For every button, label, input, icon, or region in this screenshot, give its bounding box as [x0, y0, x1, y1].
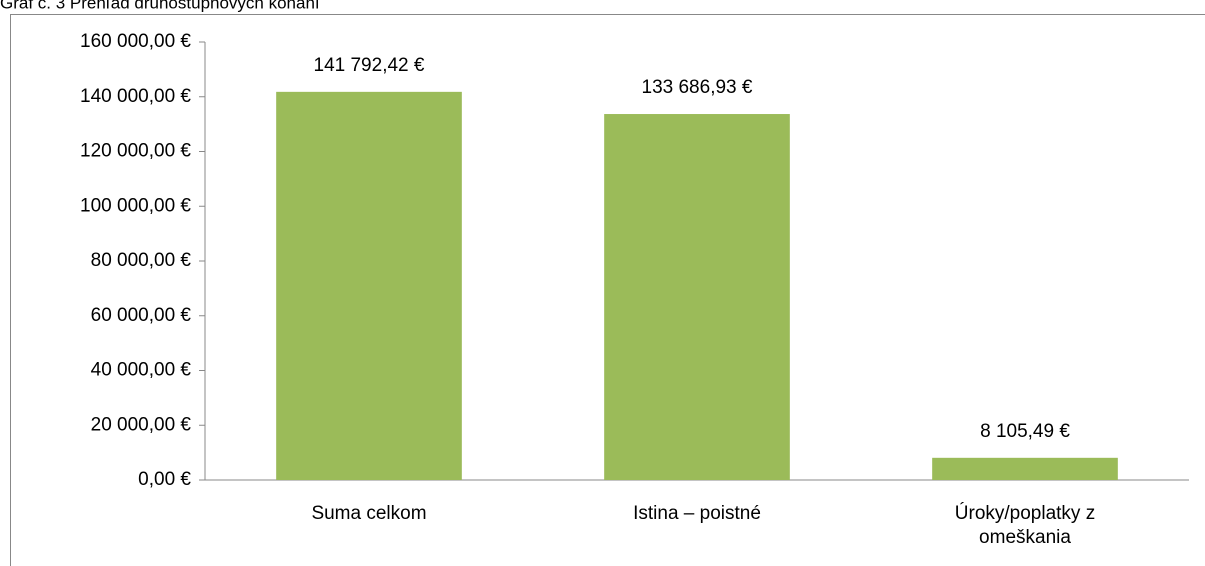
y-tick-label: 20 000,00 €	[91, 414, 192, 435]
x-tick-label: Suma celkom	[311, 503, 427, 524]
y-tick-label: 100 000,00 €	[80, 195, 191, 216]
y-tick-label: 160 000,00 €	[80, 31, 191, 52]
y-tick-label: 40 000,00 €	[91, 360, 192, 381]
y-tick-label: 120 000,00 €	[80, 141, 191, 162]
y-tick-label: 80 000,00 €	[91, 250, 192, 271]
y-tick-label: 140 000,00 €	[80, 86, 191, 107]
data-label: 133 686,93 €	[642, 77, 753, 98]
y-tick-label: 60 000,00 €	[91, 305, 192, 326]
bar	[276, 91, 462, 480]
chart-title: Graf č. 3 Prehľad druhostupňových konaní	[0, 0, 320, 12]
data-label: 8 105,49 €	[980, 421, 1070, 442]
y-tick-label: 0,00 €	[138, 469, 191, 490]
bar	[604, 114, 790, 480]
data-label: 141 792,42 €	[314, 55, 425, 76]
chart-border	[10, 14, 1205, 566]
x-tick-label: Istina – poistné	[633, 503, 761, 524]
bar	[932, 457, 1118, 480]
x-tick-label: Úroky/poplatky z omeškania	[954, 503, 1096, 548]
